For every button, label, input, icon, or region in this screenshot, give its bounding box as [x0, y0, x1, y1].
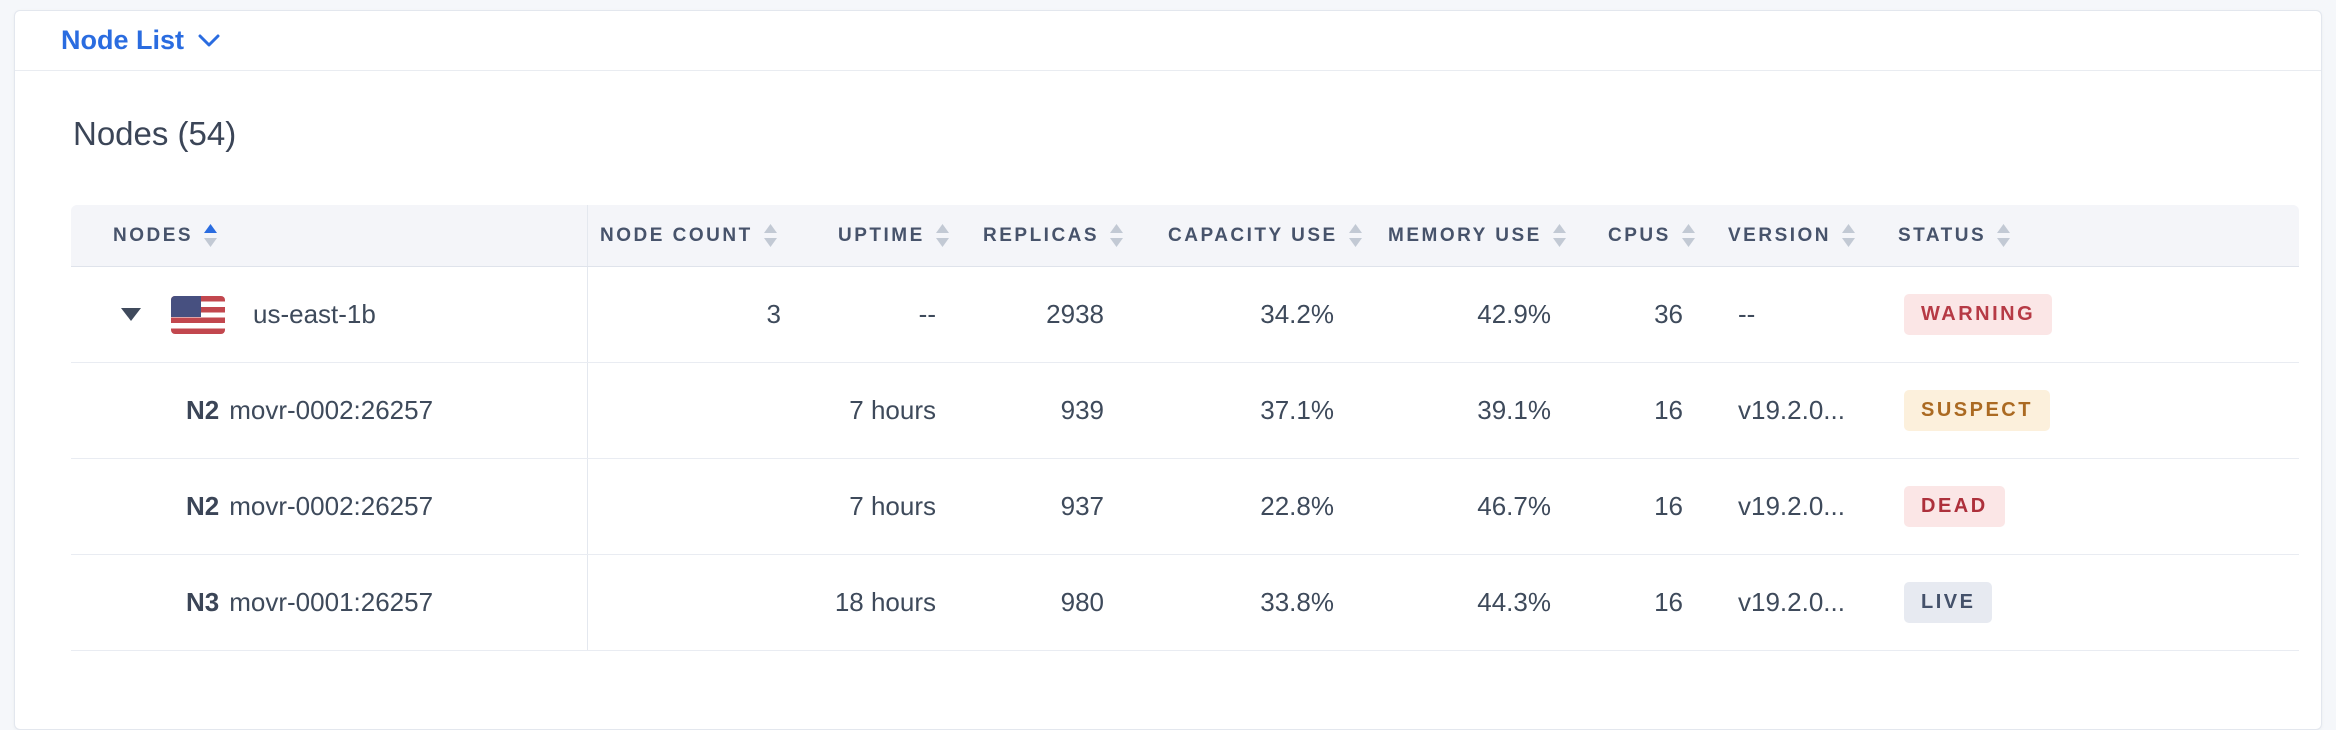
column-header-node-count[interactable]: NODE COUNT — [588, 223, 826, 248]
memory-use-value: 39.1% — [1477, 395, 1551, 425]
column-label: REPLICAS — [983, 224, 1100, 246]
status-badge: LIVE — [1904, 582, 1993, 623]
capacity-use-value: 37.1% — [1260, 395, 1334, 425]
node-address: movr-0002:26257 — [229, 491, 434, 521]
node-id: N3 — [186, 587, 220, 617]
status-badge: SUSPECT — [1904, 390, 2050, 431]
page-title: Nodes (54) — [73, 115, 237, 152]
sort-icon[interactable] — [1996, 223, 2011, 248]
table-row-region[interactable]: us-east-1b 3 -- 2938 34.2% 42.9% 36 -- W… — [71, 267, 2299, 363]
card-header: Node List — [15, 11, 2321, 71]
sort-icon[interactable] — [763, 223, 778, 248]
chevron-down-icon — [198, 34, 220, 46]
sort-icon[interactable] — [1841, 223, 1856, 248]
column-label: NODE COUNT — [600, 224, 753, 246]
memory-use-value: 44.3% — [1477, 587, 1551, 617]
table-header-row: NODES NODE COUNT UPTIME — [71, 205, 2299, 267]
column-header-memory-use[interactable]: MEMORY USE — [1376, 223, 1596, 248]
sort-icon[interactable] — [935, 223, 950, 248]
uptime-value: -- — [918, 299, 936, 329]
replicas-value: 980 — [1060, 587, 1104, 617]
column-header-nodes[interactable]: NODES — [71, 205, 588, 266]
capacity-use-value: 34.2% — [1260, 299, 1334, 329]
status-badge: DEAD — [1904, 486, 2005, 527]
capacity-use-value: 22.8% — [1260, 491, 1334, 521]
cpus-value: 36 — [1654, 299, 1683, 329]
node-cell: N2 movr-0002:26257 — [71, 459, 588, 554]
node-id: N2 — [186, 395, 220, 425]
collapse-triangle-icon[interactable] — [121, 308, 141, 321]
uptime-value: 7 hours — [849, 491, 936, 521]
column-header-replicas[interactable]: REPLICAS — [971, 223, 1156, 248]
cpus-value: 16 — [1654, 395, 1683, 425]
column-header-capacity-use[interactable]: CAPACITY USE — [1156, 223, 1376, 248]
replicas-value: 2938 — [1046, 299, 1104, 329]
sort-icon[interactable] — [1109, 223, 1124, 248]
column-header-status[interactable]: STATUS — [1886, 223, 2299, 248]
memory-use-value: 46.7% — [1477, 491, 1551, 521]
column-header-cpus[interactable]: CPUS — [1596, 223, 1716, 248]
column-label: VERSION — [1728, 224, 1832, 246]
column-label: STATUS — [1898, 224, 1987, 246]
node-address: movr-0001:26257 — [229, 587, 434, 617]
node-list-dropdown-label: Node List — [61, 25, 185, 55]
column-label: CAPACITY USE — [1168, 224, 1338, 246]
flag-canton — [171, 295, 201, 318]
version-value: v19.2.0... — [1738, 587, 1845, 617]
region-name: us-east-1b — [253, 299, 376, 329]
uptime-value: 7 hours — [849, 395, 936, 425]
nodes-table: NODES NODE COUNT UPTIME — [71, 205, 2299, 651]
column-header-uptime[interactable]: UPTIME — [826, 223, 971, 248]
node-list-card: Node List Nodes (54) NODES NODE COUNT — [14, 10, 2322, 730]
column-label: MEMORY USE — [1388, 224, 1542, 246]
cpus-value: 16 — [1654, 587, 1683, 617]
sort-icon[interactable] — [1681, 223, 1696, 248]
sort-icon[interactable] — [1552, 223, 1567, 248]
node-address: movr-0002:26257 — [229, 395, 434, 425]
replicas-value: 937 — [1060, 491, 1104, 521]
node-cell: N3 movr-0001:26257 — [71, 555, 588, 650]
table-row-node[interactable]: N2 movr-0002:26257 7 hours 939 37.1% 39.… — [71, 363, 2299, 459]
capacity-use-value: 33.8% — [1260, 587, 1334, 617]
node-id: N2 — [186, 491, 220, 521]
column-header-version[interactable]: VERSION — [1716, 223, 1886, 248]
sort-icon[interactable] — [1348, 223, 1363, 248]
node-cell: N2 movr-0002:26257 — [71, 363, 588, 458]
column-label: NODES — [113, 224, 194, 246]
status-badge: WARNING — [1904, 294, 2053, 335]
version-value: v19.2.0... — [1738, 491, 1845, 521]
node-list-dropdown[interactable]: Node List — [61, 25, 220, 56]
version-value: v19.2.0... — [1738, 395, 1845, 425]
memory-use-value: 42.9% — [1477, 299, 1551, 329]
table-row-node[interactable]: N3 movr-0001:26257 18 hours 980 33.8% 44… — [71, 555, 2299, 651]
sort-icon[interactable] — [203, 223, 218, 248]
us-flag-icon — [171, 295, 225, 334]
version-value: -- — [1738, 299, 1756, 329]
column-label: UPTIME — [838, 224, 925, 246]
region-cell: us-east-1b — [71, 267, 588, 362]
node-count-value: 3 — [766, 299, 781, 329]
table-row-node[interactable]: N2 movr-0002:26257 7 hours 937 22.8% 46.… — [71, 459, 2299, 555]
replicas-value: 939 — [1060, 395, 1104, 425]
cpus-value: 16 — [1654, 491, 1683, 521]
uptime-value: 18 hours — [834, 587, 936, 617]
column-label: CPUS — [1608, 224, 1671, 246]
